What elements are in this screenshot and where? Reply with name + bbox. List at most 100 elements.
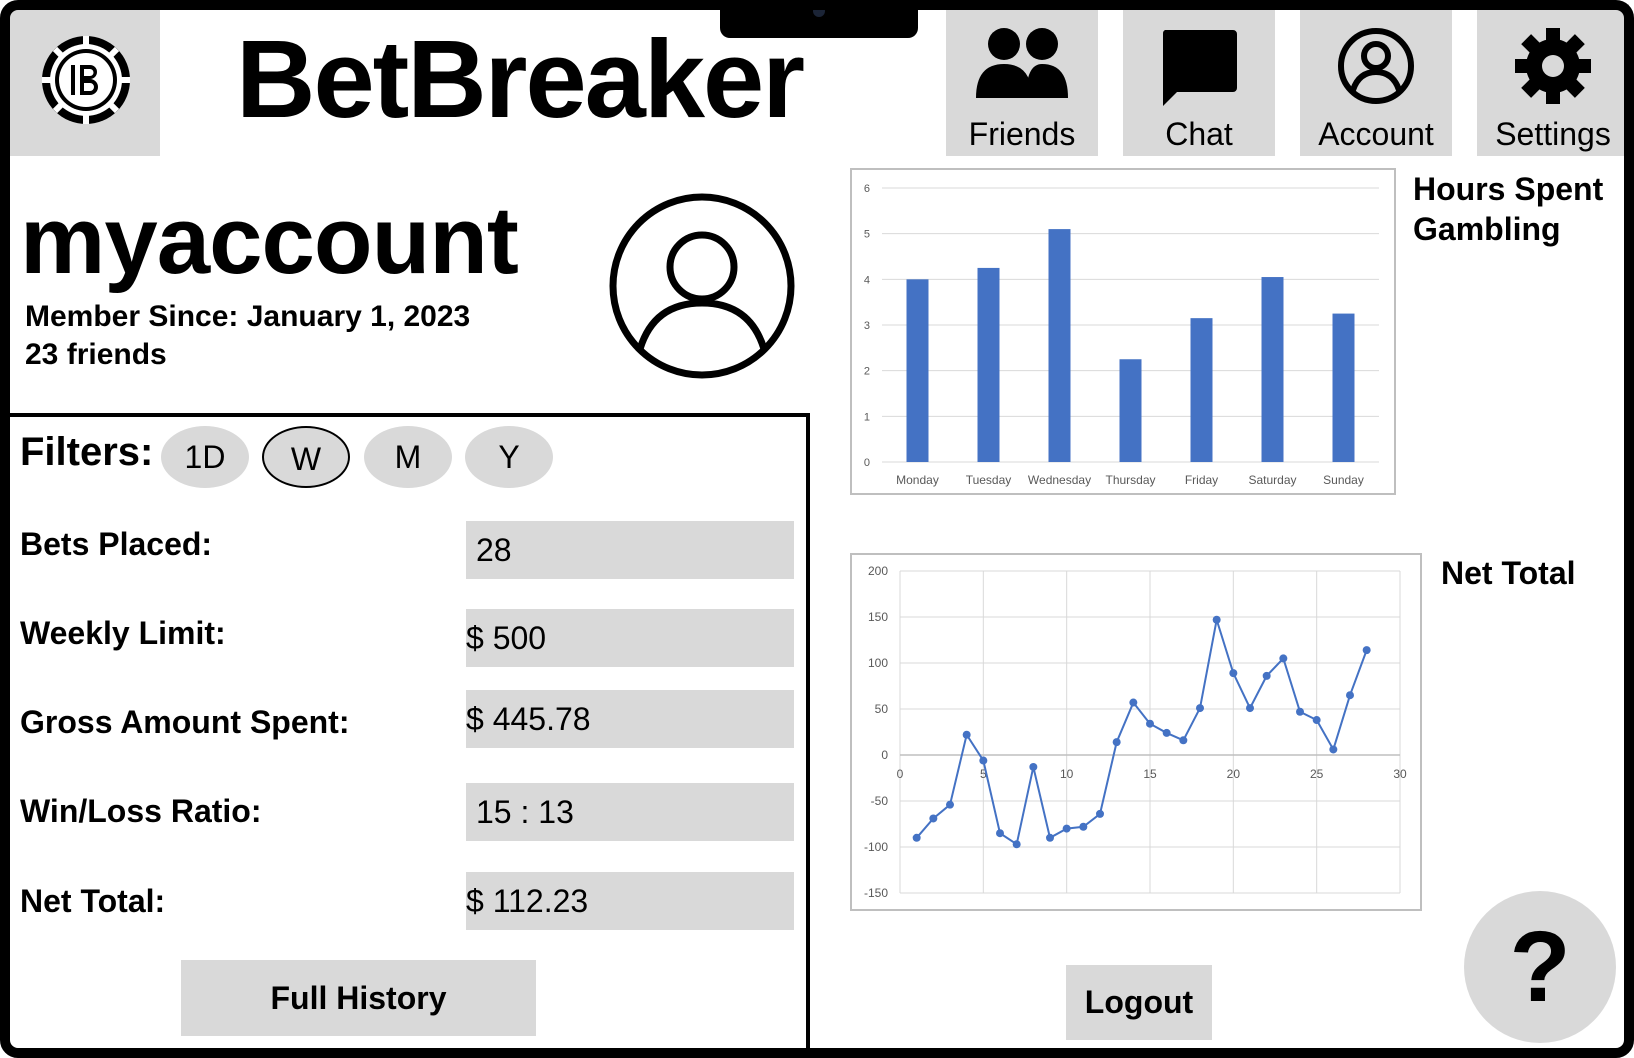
data-point xyxy=(996,829,1004,838)
logout-button[interactable]: Logout xyxy=(1066,965,1212,1040)
bar xyxy=(1332,313,1355,462)
app-logo[interactable] xyxy=(10,4,160,156)
y-tick-label: 200 xyxy=(868,564,888,578)
data-point xyxy=(1062,824,1071,833)
data-point xyxy=(1262,671,1271,680)
data-point xyxy=(929,814,938,823)
net-chart-box: -150 -100 -50 0 50 100 150 200 0 5 10 15 20 25 30 xyxy=(850,553,1422,911)
data-point xyxy=(1179,736,1188,745)
data-point xyxy=(912,833,921,842)
account-icon xyxy=(1338,28,1414,104)
member-since: Member Since: January 1, 2023 xyxy=(25,300,471,333)
bets-placed-label: Bets Placed: xyxy=(20,526,213,562)
chat-icon xyxy=(1162,30,1237,106)
data-point xyxy=(1246,704,1254,713)
brand-title: BetBreaker xyxy=(236,18,805,141)
y-tick-label: 2 xyxy=(864,366,870,378)
data-point xyxy=(1096,809,1104,818)
x-tick-label: Monday xyxy=(896,473,939,487)
hours-chart-box: 0 1 2 3 4 5 6 Monday Tuesday Wednesday Thursday Fri… xyxy=(850,168,1396,495)
win-loss-label: Win/Loss Ratio: xyxy=(20,793,262,829)
data-point xyxy=(1229,669,1238,678)
friends-icon xyxy=(976,28,1068,98)
poker-chip-logo-icon xyxy=(42,36,130,124)
nav-label: Friends xyxy=(968,116,1076,152)
data-point xyxy=(962,730,971,739)
filter-year-button[interactable]: Y xyxy=(465,426,553,488)
hours-bar-chart: 0 1 2 3 4 5 6 Monday Tuesday Wednesday Thursday Fri… xyxy=(864,183,1379,487)
weekly-limit-label: Weekly Limit: xyxy=(20,615,226,651)
data-point xyxy=(1212,615,1221,624)
x-tick-label: Thursday xyxy=(1105,473,1155,487)
nav-friends-button[interactable]: Friends xyxy=(946,4,1098,156)
avatar[interactable] xyxy=(608,192,796,385)
gross-spent-value: $ 445.78 xyxy=(466,690,794,748)
filter-1d-button[interactable]: 1D xyxy=(161,426,249,488)
y-tick-label: 6 xyxy=(864,183,870,195)
y-tick-label: -150 xyxy=(864,886,888,900)
x-tick-label: 30 xyxy=(1393,767,1407,781)
bar xyxy=(1190,318,1213,462)
data-point xyxy=(1312,716,1321,725)
data-point xyxy=(979,756,988,765)
net-chart-title: Net Total xyxy=(1441,555,1576,591)
y-tick-label: 5 xyxy=(864,229,870,241)
nav-chat-button[interactable]: Chat xyxy=(1123,4,1275,156)
data-point xyxy=(946,800,954,809)
data-point xyxy=(1196,704,1204,713)
nav-label: Settings xyxy=(1495,116,1611,152)
y-tick-label: 1 xyxy=(864,411,870,423)
y-tick-label: 0 xyxy=(864,457,870,469)
x-tick-label: 5 xyxy=(980,767,987,781)
data-point xyxy=(1362,646,1371,655)
bar xyxy=(906,279,929,462)
x-tick-label: Tuesday xyxy=(966,473,1012,487)
full-history-button[interactable]: Full History xyxy=(181,960,536,1036)
help-button[interactable]: ? xyxy=(1464,891,1616,1043)
x-tick-label: Sunday xyxy=(1323,473,1364,487)
bets-placed-value: 28 xyxy=(466,521,794,579)
filter-month-button[interactable]: M xyxy=(364,426,452,488)
gear-icon xyxy=(1515,28,1591,104)
camera-icon xyxy=(813,5,825,17)
x-tick-label: Saturday xyxy=(1248,473,1296,487)
y-tick-label: 4 xyxy=(864,274,870,286)
bar xyxy=(1119,359,1142,462)
hours-chart-title: Hours Spent Gambling xyxy=(1413,171,1604,247)
friends-count[interactable]: 23 friends xyxy=(25,338,167,371)
data-point xyxy=(1046,833,1054,842)
net-total-line-chart: -150 -100 -50 0 50 100 150 200 0 5 10 15 20 25 30 xyxy=(864,564,1407,900)
bar xyxy=(977,267,1000,462)
y-tick-label: -100 xyxy=(864,840,888,854)
net-total-label: Net Total: xyxy=(20,883,166,919)
data-point xyxy=(1146,719,1154,728)
nav-account-button[interactable]: Account xyxy=(1300,4,1452,156)
data-point xyxy=(1129,698,1138,707)
y-tick-label: -50 xyxy=(871,794,889,808)
avatar-icon xyxy=(609,193,795,379)
x-tick-label: 15 xyxy=(1143,767,1157,781)
nav-label: Chat xyxy=(1165,116,1233,152)
y-tick-label: 0 xyxy=(881,748,888,762)
x-tick-label: 25 xyxy=(1310,767,1324,781)
x-tick-label: 20 xyxy=(1227,767,1241,781)
filter-week-button[interactable]: W xyxy=(262,426,350,488)
data-point xyxy=(1079,822,1088,831)
y-tick-label: 50 xyxy=(875,702,889,716)
data-point xyxy=(1279,654,1288,663)
data-point xyxy=(1296,707,1304,716)
nav-label: Account xyxy=(1318,116,1434,152)
weekly-limit-value[interactable]: $ 500 xyxy=(466,609,794,667)
y-tick-label: 3 xyxy=(864,320,870,332)
y-tick-label: 150 xyxy=(868,610,888,624)
data-point xyxy=(1012,840,1021,849)
y-tick-label: 100 xyxy=(868,656,888,670)
x-tick-label: Friday xyxy=(1185,473,1218,487)
bar xyxy=(1261,277,1284,462)
data-point xyxy=(1162,728,1171,737)
username: myaccount xyxy=(20,187,519,294)
net-total-value: $ 112.23 xyxy=(466,872,794,930)
nav-settings-button[interactable]: Settings xyxy=(1477,4,1629,156)
x-tick-label: 10 xyxy=(1060,767,1074,781)
data-point xyxy=(1029,762,1038,771)
